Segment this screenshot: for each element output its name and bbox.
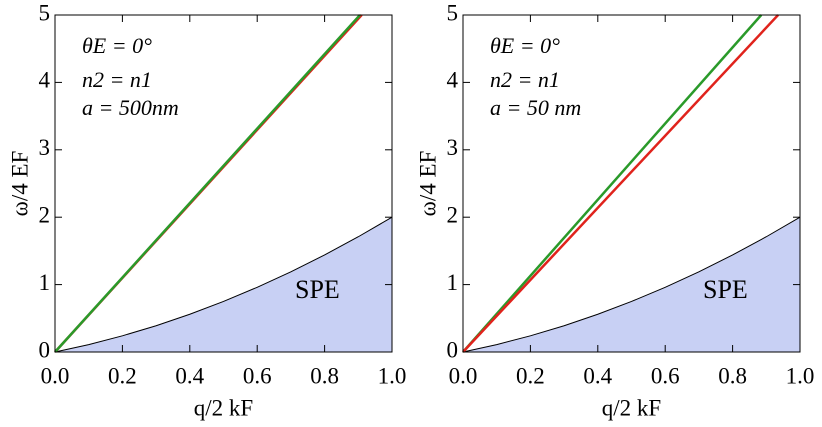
y-tick-label: 2 bbox=[39, 202, 51, 227]
area-fill bbox=[463, 217, 800, 352]
y-tick-label: 5 bbox=[39, 0, 51, 25]
x-tick-label: 1.0 bbox=[378, 363, 407, 388]
area-fill bbox=[55, 217, 392, 352]
y-tick-label: 5 bbox=[447, 0, 459, 25]
annotation: n2 = n1 bbox=[82, 67, 152, 92]
y-tick-label: 4 bbox=[447, 68, 459, 93]
line bbox=[54, 216, 393, 353]
x-tick-label: 1.0 bbox=[786, 363, 815, 388]
x-tick-label: 0.2 bbox=[108, 363, 137, 388]
panel: 0 1 2 3 4 5 0.0 0.2 0.4 0.6 0.8 1.0 q/2 kF ω/4 EF θE =… bbox=[415, 0, 814, 420]
x-axis-label: q/2 kF bbox=[194, 395, 253, 420]
line bbox=[54, 14, 361, 353]
plot-frame bbox=[462, 14, 801, 353]
annotation: θE = 0° bbox=[82, 33, 152, 58]
annotation: n2 = n1 bbox=[490, 67, 560, 92]
x-tick-label: 0.0 bbox=[449, 363, 478, 388]
y-tick-label: 1 bbox=[447, 270, 459, 295]
line bbox=[462, 14, 763, 353]
panel: 0 1 2 3 4 5 0.0 0.2 0.4 0.6 0.8 1.0 q/2 kF ω/4 EF θE =… bbox=[7, 0, 406, 420]
line bbox=[462, 14, 780, 353]
x-tick-label: 0.8 bbox=[310, 363, 339, 388]
x-tick-label: 0.0 bbox=[41, 363, 70, 388]
x-tick-label: 0.4 bbox=[583, 363, 612, 388]
line bbox=[462, 216, 801, 353]
y-axis-label: ω/4 EF bbox=[415, 151, 440, 217]
x-axis-label: q/2 kF bbox=[602, 395, 661, 420]
y-axis-label: ω/4 EF bbox=[7, 151, 32, 217]
y-tick-label: 0 bbox=[447, 337, 459, 362]
x-tick-label: 0.6 bbox=[651, 363, 680, 388]
y-tick-label: 1 bbox=[39, 270, 51, 295]
y-tick-label: 4 bbox=[39, 68, 51, 93]
annotation: a = 500nm bbox=[82, 95, 179, 120]
annotation: θE = 0° bbox=[490, 33, 560, 58]
x-tick-label: 0.4 bbox=[175, 363, 204, 388]
x-tick-label: 0.2 bbox=[516, 363, 545, 388]
x-tick-label: 0.8 bbox=[718, 363, 747, 388]
region-label: SPE bbox=[295, 275, 340, 304]
y-tick-label: 2 bbox=[447, 202, 459, 227]
region-label: SPE bbox=[703, 275, 748, 304]
annotation: a = 50 nm bbox=[490, 95, 581, 120]
y-tick-label: 0 bbox=[39, 337, 51, 362]
y-tick-label: 3 bbox=[39, 135, 51, 160]
x-tick-label: 0.6 bbox=[243, 363, 272, 388]
y-tick-label: 3 bbox=[447, 135, 459, 160]
plot-frame bbox=[54, 14, 393, 353]
